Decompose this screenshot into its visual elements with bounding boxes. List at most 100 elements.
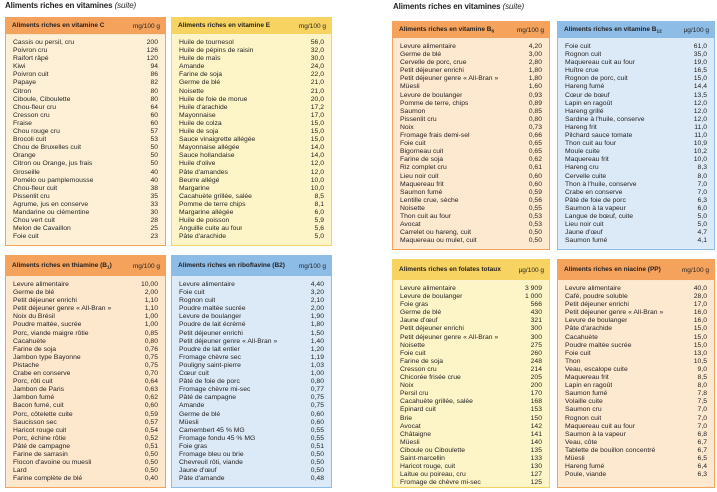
nutrient-value: 9,0 <box>697 365 707 373</box>
food-name: Hareng grillé <box>565 107 604 115</box>
food-name: Rognon cuit <box>565 51 602 59</box>
food-name: Saumon à la vapeur <box>565 430 626 438</box>
table-row: Petit déjeuner enrichi 17,0 <box>565 301 707 309</box>
food-name: Épinard cuit <box>400 406 436 414</box>
nutrient-value: 25 <box>150 225 158 233</box>
table-row: Jambon fumé 0,62 <box>13 394 158 402</box>
table-row: Moule cuite 10,2 <box>565 148 707 156</box>
nutrient-value: 0,89 <box>528 99 542 107</box>
table-row: Poudre de lait entier 1,20 <box>179 346 324 354</box>
nutrient-value: 16,5 <box>693 67 707 75</box>
table-row: Saumon cru 7,0 <box>565 406 707 414</box>
food-name: Petit déjeuner genre « All-Bran » <box>179 337 278 345</box>
table-row: Beurre allégé 10,0 <box>179 177 324 185</box>
food-name: Huître crue <box>565 67 599 75</box>
nutrient-value: 0,65 <box>528 140 542 148</box>
nutrient-value: 0,59 <box>144 410 158 418</box>
food-name: Levure alimentaire <box>400 43 456 50</box>
table-unit: mg/100 g <box>132 262 160 270</box>
nutrient-value: 260 <box>530 349 542 357</box>
food-name: Jambon fumé <box>13 394 55 402</box>
food-name: Fromage chèvre mi-sec <box>179 386 251 394</box>
table-row: Ciboule, Ciboulette 80 <box>13 96 158 104</box>
nutrient-value: 430 <box>530 309 542 317</box>
table-row: Saumon fumé 7,8 <box>565 390 707 398</box>
table-row: Jaune d'œuf 4,7 <box>565 229 707 237</box>
food-name: Foie cuit <box>400 349 426 357</box>
table-vitamine-b12: Aliments riches en vitamine B12 µg/100 g… <box>557 21 715 250</box>
nutrient-value: 6,3 <box>697 471 707 479</box>
table-vitamine-e: Aliments riches en vitamine E mg/100 g H… <box>171 17 332 246</box>
food-name: Petit déjeuner genre « All-Bran » <box>400 75 499 83</box>
page-title-right: Aliments riches en vitamines (suite) <box>393 2 524 11</box>
food-name: Sardine à l'huile, conserve <box>565 115 645 123</box>
nutrient-value: 321 <box>530 317 542 325</box>
table-row: Groseille 40 <box>13 169 158 177</box>
table-header: Aliments riches en niacine (PP) mg/100 g <box>558 260 714 281</box>
food-name: Levure de boulanger <box>179 313 242 321</box>
food-name: Pâté de foie de porc <box>565 196 626 204</box>
food-name: Levure de boulanger <box>400 293 463 301</box>
nutrient-value: 6,0 <box>314 208 324 216</box>
nutrient-value: 0,64 <box>144 378 158 386</box>
table-row: Rognon cuit 7,0 <box>565 415 707 423</box>
nutrient-value: 40,0 <box>693 285 707 292</box>
food-name: Saumon fumé <box>565 390 608 398</box>
food-name: Pissenlit cru <box>400 115 437 123</box>
food-name: Flocon d'avoine ou muesli <box>13 459 92 467</box>
nutrient-value: 33 <box>150 200 158 208</box>
table-row: Jambon de Paris 0,63 <box>13 386 158 394</box>
food-name: Germe de blé <box>400 309 442 317</box>
food-name: Cœur de bœuf <box>565 91 610 99</box>
table-row: Cervelle de porc, crue 2,80 <box>400 59 542 67</box>
nutrient-value: 8,0 <box>697 172 707 180</box>
food-name: Müesli <box>179 418 199 426</box>
table-row: Huile de poisson 5,9 <box>179 217 324 225</box>
food-name: Noix du Brésil <box>13 313 55 321</box>
nutrient-value: 35 <box>150 192 158 200</box>
table-row: Müesli 140 <box>400 439 542 447</box>
food-name: Citron ou Orange, jus frais <box>13 160 93 168</box>
nutrient-value: 248 <box>530 357 542 365</box>
nutrient-value: 28,0 <box>693 293 707 301</box>
food-name: Chicorée frisée crue <box>400 374 461 382</box>
table-row: Petit déjeuner enrichi 1,50 <box>179 330 324 338</box>
food-name: Huile de tournesol <box>179 39 234 46</box>
table-row: Maquereau cuit au four 19,0 <box>565 59 707 67</box>
food-name: Poudre de lait écrémé <box>179 321 246 329</box>
table-row: Pâte d'amande 0,48 <box>179 475 324 483</box>
nutrient-value: 0,70 <box>144 370 158 378</box>
table-row: Fromage bleu ou brie 0,50 <box>179 451 324 459</box>
nutrient-value: 7,0 <box>697 188 707 196</box>
nutrient-value: 6,3 <box>697 196 707 204</box>
food-name: Jambon de Paris <box>13 386 65 394</box>
table-row: Levure alimentaire 10,00 <box>13 281 158 289</box>
table-row: Thon à l'huile, conserve 7,0 <box>565 181 707 189</box>
table-row: Châtaigne 141 <box>400 431 542 439</box>
table-row: Farine complète de blé 0,40 <box>13 475 158 483</box>
table-row: Lapin en ragoût 8,0 <box>565 382 707 390</box>
nutrient-value: 50 <box>150 144 158 152</box>
table-row: Porc, rôti cuit 0,64 <box>13 378 158 386</box>
nutrient-value: 30,0 <box>310 55 324 63</box>
table-row: Cacahuète 15,0 <box>565 334 707 342</box>
table-row: Foie cuit 260 <box>400 350 542 358</box>
table-row: Lentille crue, sèche 0,56 <box>400 197 542 205</box>
nutrient-value: 10,00 <box>140 281 158 288</box>
nutrient-value: 35,0 <box>693 51 707 59</box>
table-row: Foie cuit 0,65 <box>400 140 542 148</box>
nutrient-value: 0,51 <box>310 442 324 450</box>
table-row: Farine de soja 0,76 <box>13 346 158 354</box>
food-name: Lapin en ragoût <box>565 382 613 390</box>
nutrient-value: 1,20 <box>310 345 324 353</box>
food-name: Huile de pépins de raisin <box>179 47 254 55</box>
nutrient-value: 10,2 <box>693 148 707 156</box>
nutrient-value: 17,0 <box>310 111 324 119</box>
table-row: Noisette 0,55 <box>400 205 542 213</box>
table-row: Farine de sarrasin 0,50 <box>13 451 158 459</box>
table-row: Mandarine ou clémentine 30 <box>13 209 158 217</box>
nutrient-value: 275 <box>530 341 542 349</box>
table-row: Poudre maltée sucrée 2,00 <box>179 305 324 313</box>
table-header: Aliments riches en thiamine (B1) mg/100 … <box>6 256 165 277</box>
food-name: Porc, échine rôtie <box>13 434 66 442</box>
